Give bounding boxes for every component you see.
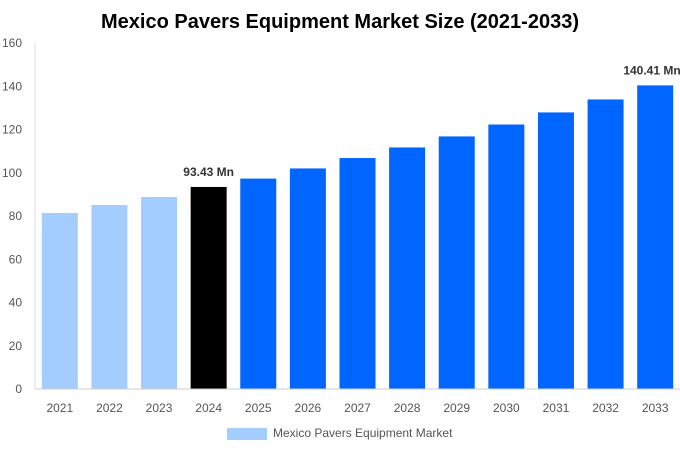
legend-swatch	[227, 428, 267, 440]
bar-2027[interactable]	[339, 158, 376, 389]
y-tick-label: 60	[9, 252, 23, 266]
bar-2023[interactable]	[141, 196, 178, 389]
y-tick-label: 140	[2, 79, 22, 93]
y-tick-label: 120	[2, 123, 22, 137]
x-tick-label: 2027	[344, 401, 371, 415]
y-tick-label: 100	[2, 166, 22, 180]
bars	[41, 85, 674, 390]
bar-2028[interactable]	[389, 147, 426, 389]
bar-2024[interactable]	[190, 186, 227, 389]
x-tick-label: 2023	[146, 401, 173, 415]
data-label: 93.43 Mn	[183, 165, 234, 179]
x-tick-label: 2024	[195, 401, 222, 415]
x-tick-label: 2026	[295, 401, 322, 415]
bar-2022[interactable]	[91, 204, 128, 389]
data-labels: 93.43 Mn 140.41 Mn	[183, 63, 680, 179]
x-tick-label: 2030	[493, 401, 520, 415]
x-tick-label: 2025	[245, 401, 272, 415]
bar-2021[interactable]	[41, 212, 78, 389]
y-tick-label: 80	[9, 209, 23, 223]
x-tick-label: 2022	[96, 401, 123, 415]
y-tick-label: 0	[15, 382, 22, 396]
legend-label: Mexico Pavers Equipment Market	[273, 426, 453, 440]
bar-2029[interactable]	[438, 136, 475, 389]
bar-2030[interactable]	[488, 124, 525, 390]
chart-title: Mexico Pavers Equipment Market Size (202…	[101, 11, 579, 33]
bar-2032[interactable]	[587, 99, 624, 389]
x-tick-label: 2031	[543, 401, 570, 415]
x-tick-label: 2028	[394, 401, 421, 415]
legend[interactable]: Mexico Pavers Equipment Market	[227, 426, 453, 440]
bar-2033[interactable]	[637, 85, 674, 389]
x-tick-label: 2033	[642, 401, 669, 415]
x-tick-label: 2032	[592, 401, 619, 415]
x-tick-label: 2029	[443, 401, 470, 415]
y-tick-label: 160	[2, 36, 22, 50]
x-axis: 2021 2022 2023 2024 2025 2026 2027 2028 2029 2030…	[35, 388, 680, 415]
y-tick-label: 20	[9, 339, 23, 353]
y-axis: 0 20 40 60 80 100 120 140 160	[2, 36, 36, 396]
bar-2031[interactable]	[537, 112, 574, 389]
data-label: 140.41 Mn	[623, 63, 680, 77]
y-tick-label: 40	[9, 296, 23, 310]
bar-2026[interactable]	[289, 168, 326, 389]
bar-2025[interactable]	[240, 178, 277, 389]
x-tick-label: 2021	[46, 401, 73, 415]
